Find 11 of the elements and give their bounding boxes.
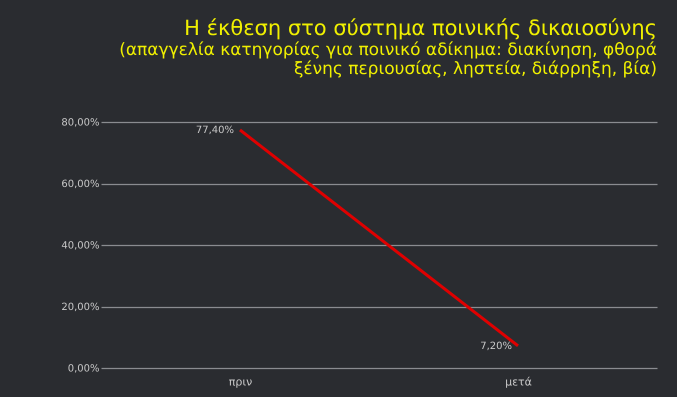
x-tick-label: μετά bbox=[505, 376, 532, 388]
chart-title: Η έκθεση στο σύστημα ποινικής δικαιοσύνης bbox=[184, 16, 657, 40]
y-tick-label: 80,00% bbox=[61, 118, 100, 128]
y-tick-label: 40,00% bbox=[61, 240, 100, 252]
x-tick-label: πριν bbox=[228, 376, 252, 388]
data-label: 77,40% bbox=[196, 124, 234, 136]
y-tick-label: 0,00% bbox=[68, 364, 100, 374]
chart-subtitle: (απαγγελία κατηγορίας για ποινικό αδίκημα: διακίνηση, φθορά ξένης περιουσίας, ληστεία, διάρρηξη, βία) bbox=[119, 40, 657, 79]
y-tick-label: 60,00% bbox=[61, 179, 100, 190]
y-tick-label: 20,00% bbox=[61, 302, 100, 313]
data-label: 7,20% bbox=[480, 340, 512, 352]
